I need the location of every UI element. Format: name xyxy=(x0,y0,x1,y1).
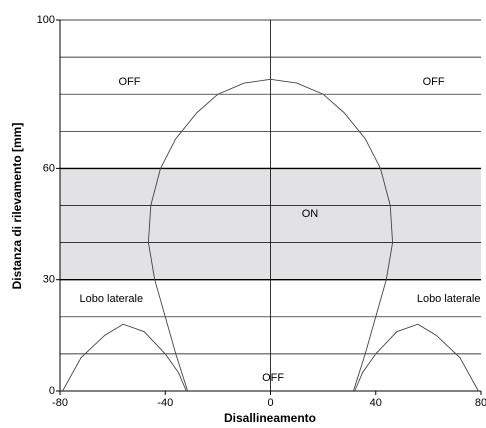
annotation: OFF xyxy=(262,372,284,384)
y-tick-label: 100 xyxy=(37,14,55,26)
y-tick-label: 0 xyxy=(49,385,55,397)
annotation: ON xyxy=(302,208,319,220)
annotation: OFF xyxy=(118,76,140,88)
x-tick-label: 40 xyxy=(370,397,382,409)
y-axis-label: Distanza di rilevamento [mm] xyxy=(10,123,24,290)
x-tick-label: 0 xyxy=(267,397,273,409)
annotation: OFF xyxy=(423,76,445,88)
annotation: Lobo laterale xyxy=(80,293,144,305)
x-tick-label: -40 xyxy=(157,397,173,409)
x-tick-label: -80 xyxy=(52,397,68,409)
x-axis-label: Disallineamento xyxy=(224,411,316,425)
y-tick-label: 30 xyxy=(43,274,55,286)
curve xyxy=(147,78,394,392)
annotation: Lobo laterale xyxy=(417,293,481,305)
x-tick-label: 80 xyxy=(475,397,486,409)
curve xyxy=(354,323,479,392)
curve xyxy=(62,323,187,392)
y-tick-label: 60 xyxy=(43,162,55,174)
